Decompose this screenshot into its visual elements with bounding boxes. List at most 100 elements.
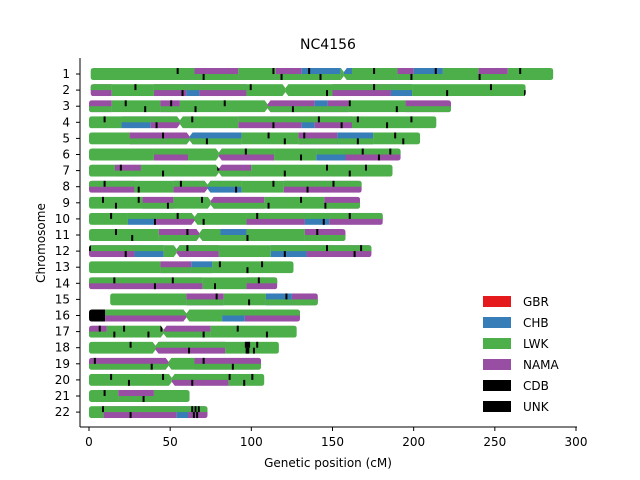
- unk-mark: [186, 245, 189, 252]
- ancestry-tract: [176, 245, 219, 252]
- unk-mark: [402, 138, 405, 145]
- y-tick-label: 18: [55, 341, 70, 355]
- ancestry-tract: [324, 202, 361, 209]
- unk-mark: [410, 116, 413, 123]
- unk-mark: [188, 347, 191, 354]
- ancestry-tract: [218, 170, 252, 177]
- unk-mark: [272, 68, 275, 74]
- chromosome-1: [90, 68, 554, 80]
- unk-mark: [191, 406, 194, 413]
- unk-mark: [478, 74, 481, 80]
- unk-mark: [256, 212, 259, 219]
- ancestry-tract: [270, 245, 307, 252]
- ancestry-tract: [106, 325, 164, 338]
- ancestry-tract: [199, 229, 221, 241]
- unk-mark: [389, 148, 392, 155]
- unk-mark: [124, 251, 127, 258]
- ancestry-tract: [222, 309, 245, 316]
- unk-mark: [160, 325, 163, 332]
- x-axis: 0 50 100 150 200 250 300: [80, 426, 587, 449]
- unk-mark: [231, 363, 234, 370]
- ancestry-tract: [89, 261, 161, 274]
- ancestry-tract: [210, 325, 297, 338]
- ancestry-tract: [194, 74, 239, 80]
- ancestry-tract: [89, 106, 112, 113]
- ancestry-tract: [191, 267, 213, 274]
- chromosome-2: [90, 84, 526, 97]
- y-tick-label: 20: [55, 373, 70, 387]
- ancestry-tract: [298, 138, 338, 145]
- ancestry-tract: [314, 106, 328, 113]
- unk-mark: [201, 196, 204, 203]
- unk-mark: [272, 180, 275, 187]
- x-axis-label: Genetic position (cM): [264, 456, 392, 470]
- ancestry-tract: [218, 245, 271, 258]
- ancestry-tract: [105, 309, 187, 316]
- ancestry-tract: [265, 299, 292, 306]
- ancestry-tract: [110, 293, 187, 306]
- ancestry-tract: [246, 229, 305, 241]
- unk-mark: [245, 347, 248, 354]
- ancestry-tract: [238, 68, 276, 80]
- ancestry-tract: [304, 235, 346, 241]
- ancestry-tract: [413, 74, 443, 80]
- unk-mark: [113, 277, 116, 284]
- unk-mark: [319, 74, 322, 80]
- ancestry-tract: [114, 170, 141, 177]
- unk-mark: [202, 218, 205, 225]
- y-tick-label: 5: [62, 131, 70, 145]
- unk-mark: [123, 325, 126, 332]
- y-tick-label: 13: [55, 260, 70, 274]
- y-tick-label: 22: [55, 405, 70, 419]
- ancestry-tract: [160, 106, 180, 113]
- ancestry-tract: [90, 84, 112, 91]
- legend-swatch: [483, 401, 511, 412]
- y-tick-label: 3: [62, 99, 70, 113]
- unk-mark: [377, 154, 380, 161]
- ancestry-tract: [246, 212, 305, 219]
- ancestry-tract: [397, 74, 414, 80]
- chromosome-15: [110, 293, 318, 306]
- ancestry-tract: [89, 245, 135, 252]
- ancestry-tract: [89, 373, 172, 386]
- unk-mark: [524, 90, 526, 97]
- unk-mark: [236, 325, 239, 332]
- unk-mark: [114, 229, 117, 235]
- legend-swatch: [483, 296, 511, 307]
- ancestry-tract: [337, 138, 374, 145]
- unk-mark: [124, 100, 127, 107]
- legend-label: GBR: [523, 295, 549, 309]
- ancestry-tract: [103, 406, 177, 413]
- unk-mark: [103, 116, 106, 123]
- unk-mark: [137, 186, 140, 193]
- unk-mark: [101, 406, 104, 413]
- unk-mark: [280, 74, 283, 80]
- ancestry-tract: [316, 148, 346, 155]
- legend-swatch: [483, 317, 511, 328]
- unk-mark: [235, 186, 238, 193]
- ancestry-tract: [179, 116, 239, 129]
- ancestry-tract: [173, 196, 211, 209]
- unk-mark: [340, 122, 343, 129]
- unk-mark: [114, 202, 117, 209]
- ancestry-tract: [186, 309, 223, 322]
- ancestry-tract: [306, 245, 372, 252]
- chromosome-8: [89, 180, 362, 193]
- unk-mark: [360, 245, 363, 252]
- y-tick-label: 19: [55, 357, 70, 371]
- ancestry-tract: [274, 148, 317, 161]
- y-tick-label: 12: [55, 244, 70, 258]
- x-tick-label: 50: [163, 435, 178, 449]
- unk-mark: [394, 132, 397, 139]
- ancestry-tract: [89, 132, 130, 145]
- unk-mark: [316, 229, 319, 235]
- chromosome-20: [89, 373, 265, 386]
- ancestry-tract: [194, 363, 262, 370]
- ancestry-tract: [111, 100, 161, 113]
- ancestry-tract: [89, 341, 156, 354]
- unk-mark: [89, 245, 91, 252]
- unk-mark: [361, 148, 364, 155]
- unk-mark: [244, 148, 247, 155]
- ancestry-tract: [89, 406, 104, 419]
